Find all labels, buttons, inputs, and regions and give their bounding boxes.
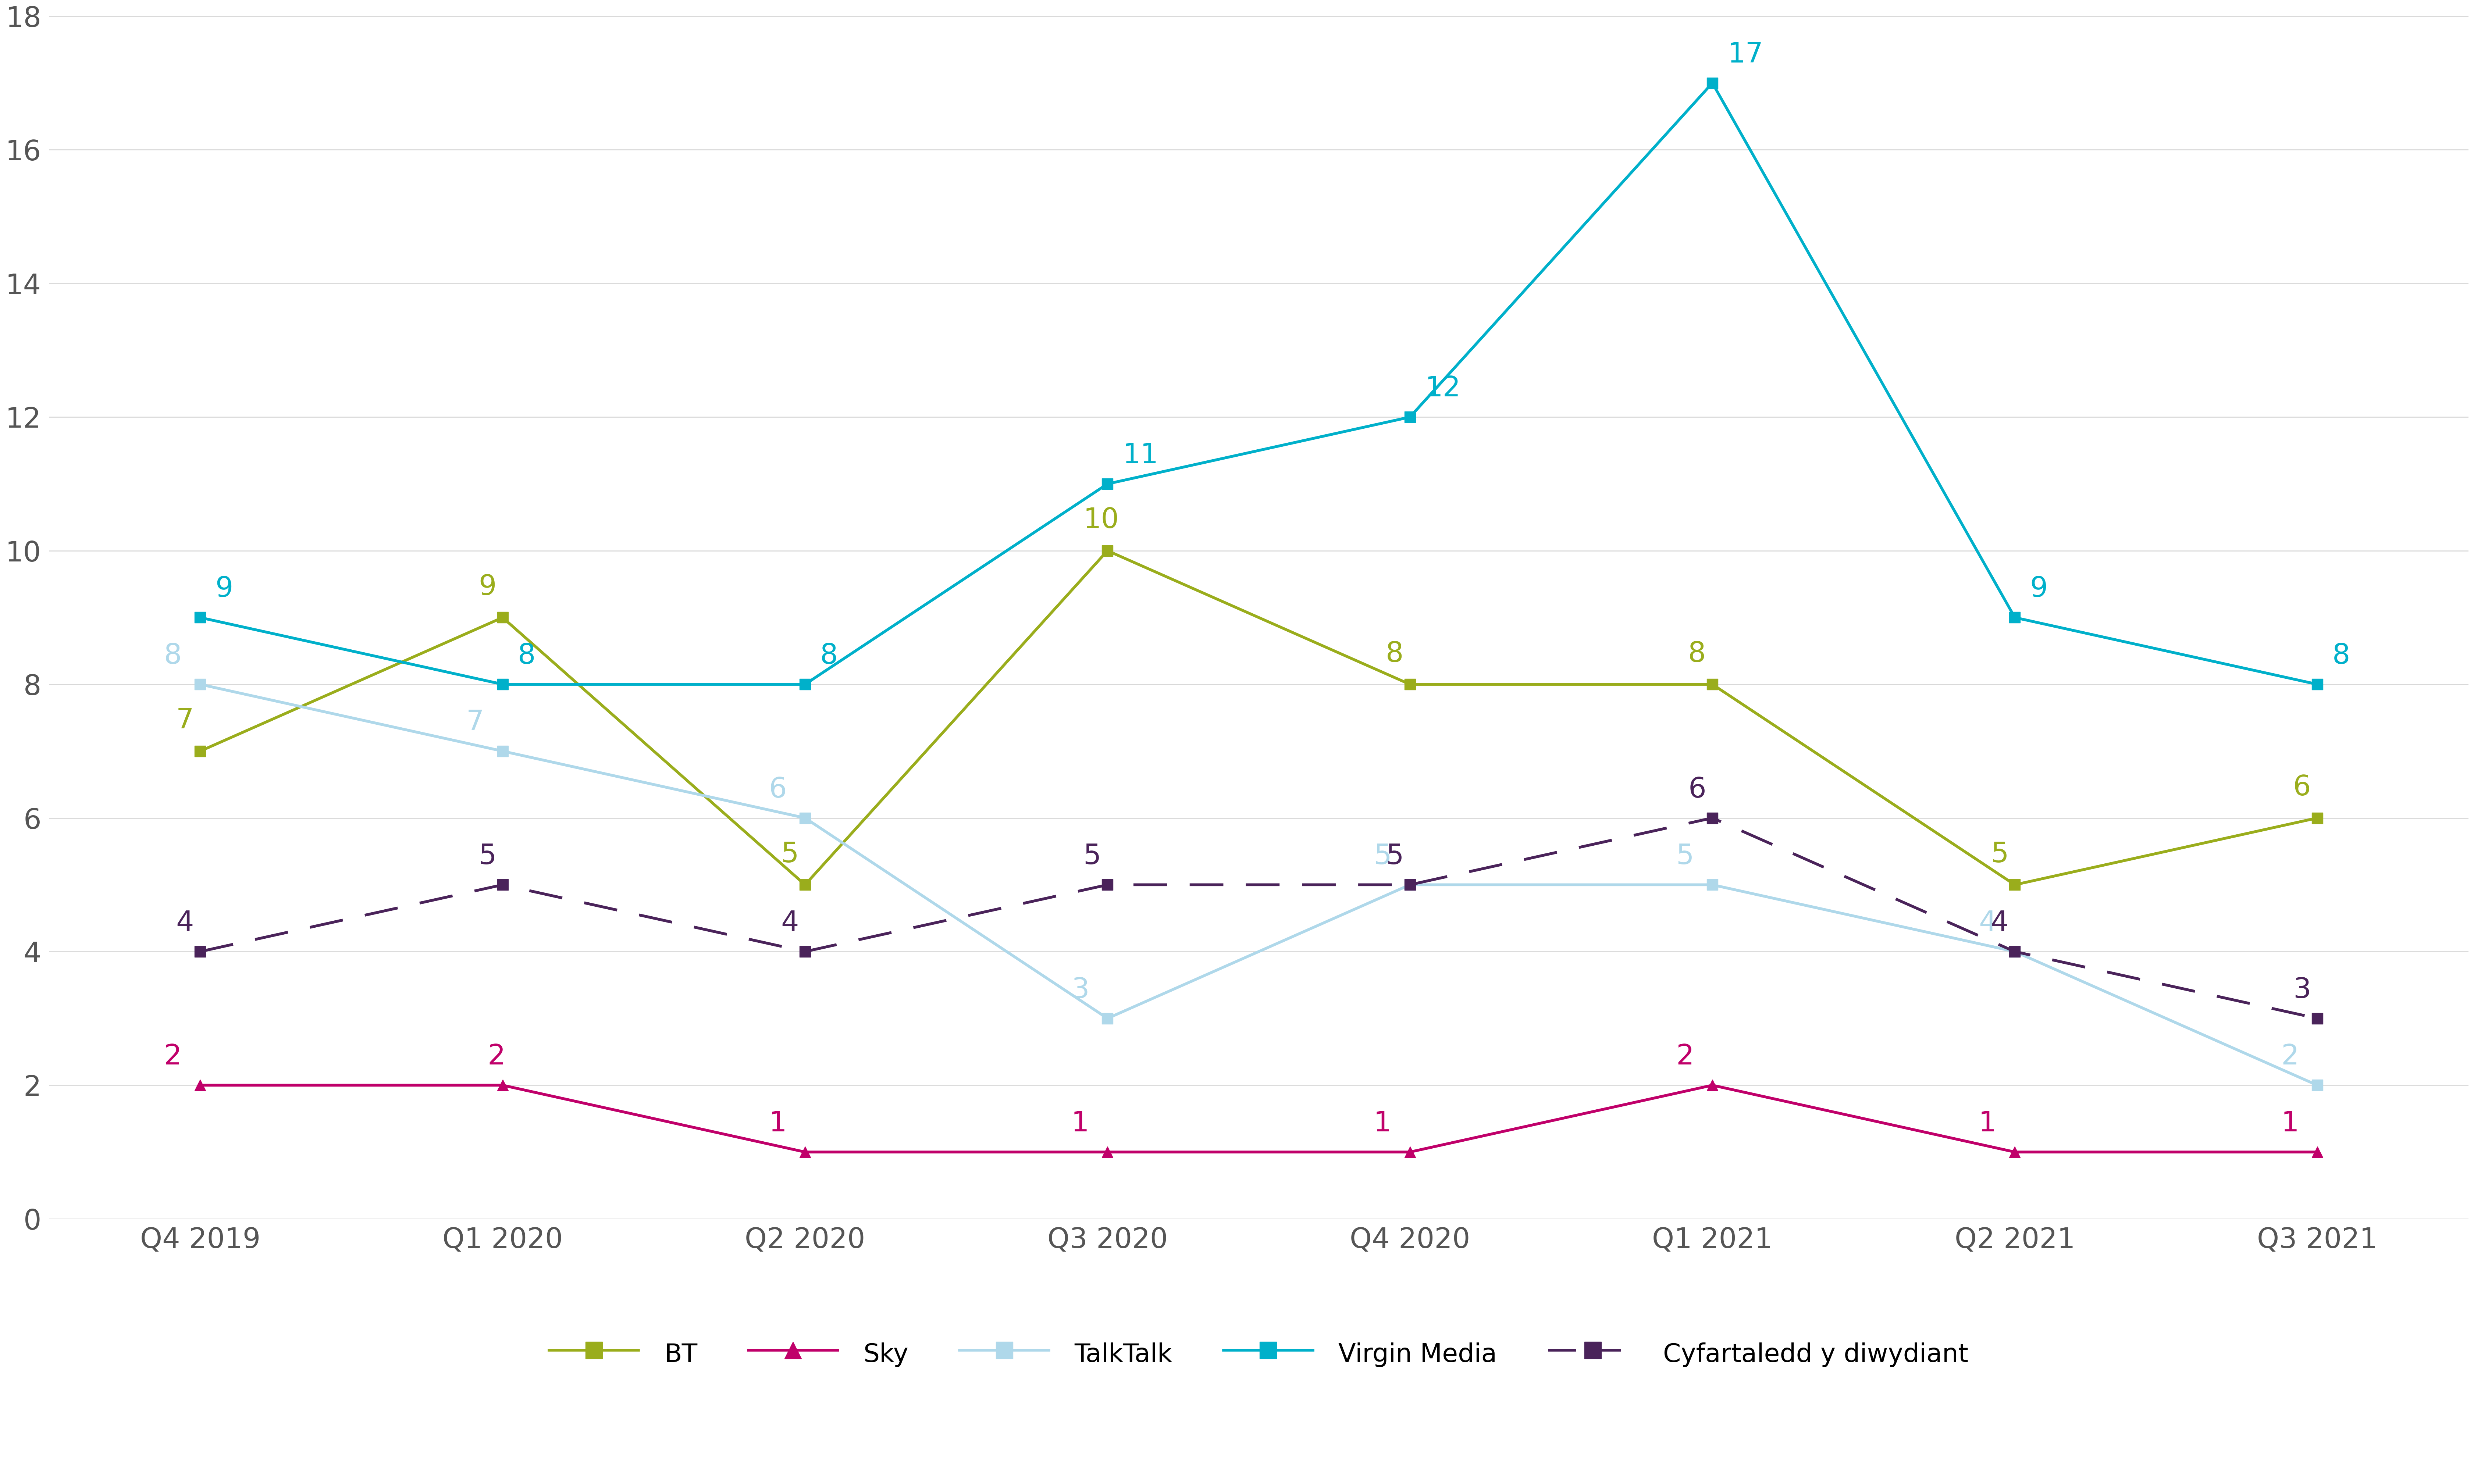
Text: 1: 1 bbox=[1373, 1110, 1390, 1137]
Text: 7: 7 bbox=[465, 709, 485, 736]
Text: 10: 10 bbox=[1084, 506, 1118, 534]
Virgin Media bbox=[1395, 408, 1425, 426]
Text: 5: 5 bbox=[1675, 843, 1695, 870]
Text: 2: 2 bbox=[163, 1043, 181, 1070]
Virgin Media bbox=[1697, 74, 1727, 92]
Line: Sky: Sky bbox=[195, 1079, 2323, 1158]
Text: 12: 12 bbox=[1425, 375, 1460, 402]
Sky bbox=[1395, 1143, 1425, 1160]
BT bbox=[1395, 675, 1425, 693]
Line: Virgin Media: Virgin Media bbox=[195, 77, 2323, 690]
Virgin Media bbox=[487, 675, 517, 693]
TalkTalk bbox=[789, 809, 819, 827]
Text: 8: 8 bbox=[517, 643, 534, 669]
Text: 17: 17 bbox=[1727, 42, 1764, 68]
Text: 7: 7 bbox=[176, 708, 193, 735]
Cyfartaledd y diwydiant bbox=[1395, 876, 1425, 893]
Cyfartaledd y diwydiant bbox=[1999, 942, 2029, 960]
Text: 3: 3 bbox=[2293, 976, 2311, 1003]
TalkTalk bbox=[1697, 876, 1727, 893]
Text: 8: 8 bbox=[821, 643, 839, 669]
Cyfartaledd y diwydiant bbox=[186, 942, 215, 960]
Sky bbox=[1094, 1143, 1123, 1160]
Sky bbox=[186, 1076, 215, 1094]
Virgin Media bbox=[2303, 675, 2333, 693]
Text: 11: 11 bbox=[1123, 442, 1158, 469]
Text: 5: 5 bbox=[1084, 843, 1101, 870]
Text: 1: 1 bbox=[1071, 1110, 1089, 1137]
Text: 4: 4 bbox=[1992, 910, 2009, 936]
Sky bbox=[1999, 1143, 2029, 1160]
Virgin Media bbox=[186, 608, 215, 626]
Sky bbox=[2303, 1143, 2333, 1160]
BT bbox=[1697, 675, 1727, 693]
Text: 4: 4 bbox=[176, 910, 193, 936]
Text: 8: 8 bbox=[1687, 641, 1707, 668]
Cyfartaledd y diwydiant bbox=[2303, 1009, 2333, 1027]
BT bbox=[2303, 809, 2333, 827]
Text: 1: 1 bbox=[1979, 1110, 1997, 1137]
Text: 5: 5 bbox=[477, 843, 497, 870]
TalkTalk bbox=[487, 742, 517, 760]
Sky bbox=[487, 1076, 517, 1094]
Cyfartaledd y diwydiant bbox=[487, 876, 517, 893]
Sky bbox=[1697, 1076, 1727, 1094]
Virgin Media bbox=[789, 675, 819, 693]
Text: 1: 1 bbox=[2281, 1110, 2298, 1137]
Cyfartaledd y diwydiant bbox=[1697, 809, 1727, 827]
BT bbox=[789, 876, 819, 893]
Text: 2: 2 bbox=[2281, 1043, 2298, 1070]
Text: 2: 2 bbox=[1675, 1043, 1695, 1070]
Text: 8: 8 bbox=[2333, 643, 2350, 669]
Text: 1: 1 bbox=[769, 1110, 787, 1137]
Virgin Media bbox=[1094, 475, 1123, 493]
Cyfartaledd y diwydiant bbox=[1094, 876, 1123, 893]
Text: 8: 8 bbox=[163, 643, 181, 669]
Cyfartaledd y diwydiant bbox=[789, 942, 819, 960]
Text: 8: 8 bbox=[1385, 641, 1403, 668]
Text: 5: 5 bbox=[1992, 841, 2009, 868]
BT bbox=[186, 742, 215, 760]
Text: 6: 6 bbox=[2293, 775, 2311, 801]
Sky bbox=[789, 1143, 819, 1160]
Text: 5: 5 bbox=[782, 841, 799, 868]
Line: BT: BT bbox=[195, 545, 2323, 890]
Text: 4: 4 bbox=[1979, 910, 1997, 936]
Text: 2: 2 bbox=[487, 1043, 505, 1070]
Text: 6: 6 bbox=[769, 776, 787, 803]
Line: Cyfartaledd y diwydiant: Cyfartaledd y diwydiant bbox=[195, 812, 2323, 1024]
Text: 9: 9 bbox=[477, 574, 497, 601]
Text: 6: 6 bbox=[1687, 776, 1707, 803]
TalkTalk bbox=[1999, 942, 2029, 960]
Text: 3: 3 bbox=[1071, 976, 1089, 1003]
Legend: BT, Sky, TalkTalk, Virgin Media, Cyfartaledd y diwydiant: BT, Sky, TalkTalk, Virgin Media, Cyfarta… bbox=[539, 1328, 1979, 1380]
TalkTalk bbox=[1395, 876, 1425, 893]
TalkTalk bbox=[1094, 1009, 1123, 1027]
BT bbox=[1094, 542, 1123, 559]
Text: 9: 9 bbox=[2031, 576, 2048, 603]
Text: 9: 9 bbox=[215, 576, 233, 603]
Text: 4: 4 bbox=[782, 910, 799, 936]
Line: TalkTalk: TalkTalk bbox=[195, 678, 2323, 1091]
Text: 5: 5 bbox=[1373, 843, 1390, 870]
BT bbox=[487, 608, 517, 626]
TalkTalk bbox=[186, 675, 215, 693]
BT bbox=[1999, 876, 2029, 893]
Virgin Media bbox=[1999, 608, 2029, 626]
Text: 5: 5 bbox=[1385, 843, 1403, 870]
TalkTalk bbox=[2303, 1076, 2333, 1094]
